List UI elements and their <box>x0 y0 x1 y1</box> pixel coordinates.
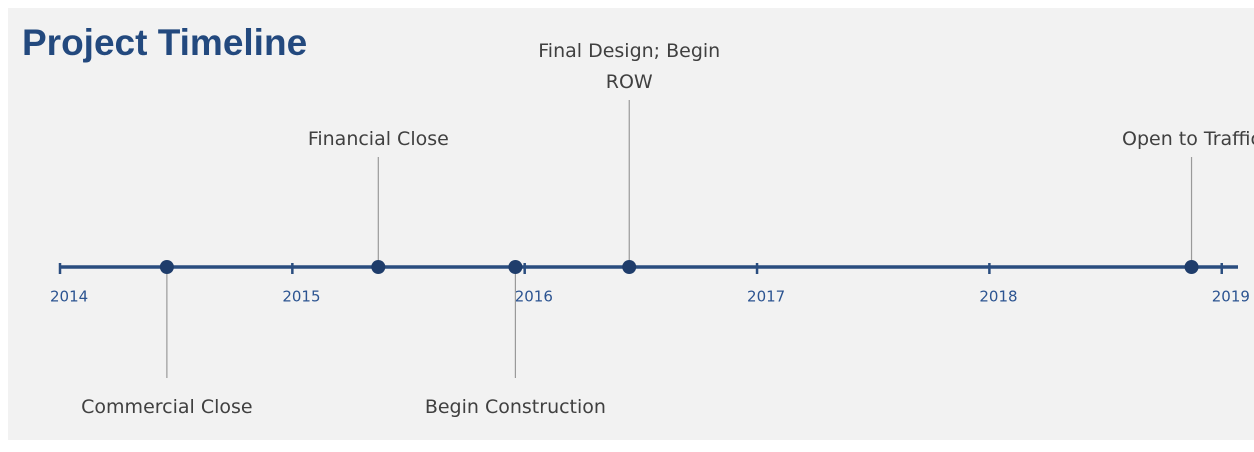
x-tick-label: 2016 <box>515 288 553 306</box>
x-tick-label: 2017 <box>747 288 785 306</box>
event-label: Financial Close <box>307 128 449 150</box>
event-label: Open to Traffic <box>1122 128 1254 150</box>
panel <box>8 8 1254 440</box>
event-dot <box>159 260 174 274</box>
event-dot <box>622 260 637 274</box>
x-tick-label: 2018 <box>979 288 1017 306</box>
x-tick-label: 2015 <box>282 288 320 306</box>
event-label: Commercial Close <box>81 396 253 418</box>
event-label: Begin Construction <box>424 396 606 418</box>
event-label: Final Design; Begin ROW <box>538 40 721 93</box>
chart-title: Project Timeline <box>22 22 308 63</box>
event-dot <box>371 260 386 274</box>
x-tick-label: 2019 <box>1212 288 1250 306</box>
event-dot <box>508 260 523 274</box>
x-tick-label: 2014 <box>50 288 88 306</box>
event-dot <box>1184 260 1199 274</box>
